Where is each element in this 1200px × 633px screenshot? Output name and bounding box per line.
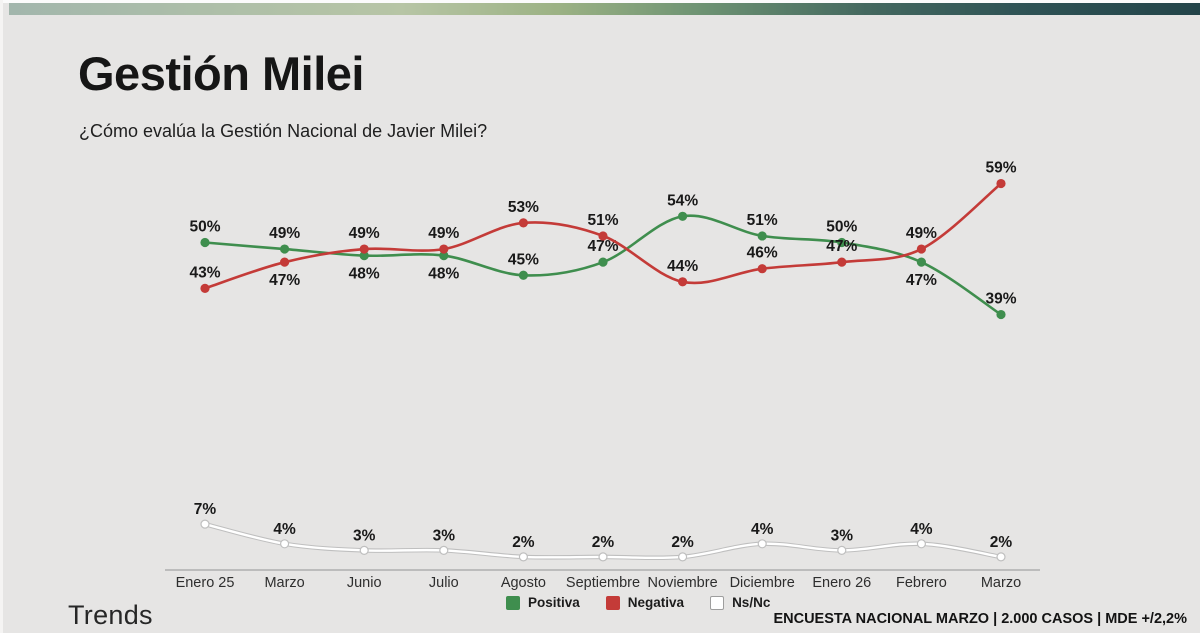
- nsnc-point: [598, 552, 608, 562]
- negativa-point: [677, 277, 688, 287]
- negativa-value-label: 49%: [428, 225, 459, 242]
- positiva-point: [598, 257, 608, 267]
- negativa-point: [837, 257, 847, 267]
- nsnc-value-label: 2%: [512, 534, 535, 551]
- nsnc-value-label: 3%: [831, 527, 854, 544]
- negativa-value-label: 43%: [189, 264, 220, 281]
- negativa-swatch-icon: [605, 595, 620, 610]
- x-axis-tick-label: Marzo: [264, 575, 304, 591]
- negativa-value-label: 49%: [906, 225, 937, 242]
- page-title: Gestión Milei: [78, 47, 365, 100]
- nsnc-value-label: 4%: [910, 521, 933, 538]
- chart-legend: Positiva Negativa Ns/Nc: [506, 595, 770, 610]
- positiva-point: [200, 237, 210, 248]
- nsnc-value-label: 4%: [751, 521, 774, 538]
- nsnc-point: [916, 539, 927, 549]
- positiva-point: [916, 257, 927, 267]
- x-axis-tick-label: Junio: [347, 575, 382, 591]
- positiva-value-label: 51%: [747, 212, 778, 229]
- survey-footnote: ENCUESTA NACIONAL MARZO | 2.000 CASOS | …: [773, 611, 1187, 627]
- legend-item-positiva: Positiva: [506, 595, 580, 610]
- negativa-value-label: 53%: [508, 199, 539, 216]
- top-white-strip: [0, 0, 1200, 3]
- legend-label-positiva: Positiva: [528, 595, 580, 610]
- nsnc-value-label: 3%: [353, 527, 376, 544]
- positiva-point: [996, 309, 1006, 320]
- negativa-value-label: 47%: [826, 238, 857, 255]
- nsnc-point: [518, 552, 529, 562]
- negativa-point: [518, 218, 529, 228]
- negativa-value-label: 47%: [269, 272, 300, 289]
- nsnc-value-label: 2%: [671, 534, 694, 551]
- negativa-value-label: 46%: [747, 245, 778, 262]
- positiva-value-label: 45%: [508, 251, 539, 268]
- negativa-value-label: 59%: [985, 160, 1016, 177]
- positiva-value-label: 39%: [985, 291, 1016, 308]
- negativa-point: [757, 264, 767, 274]
- positiva-value-label: 50%: [189, 219, 220, 236]
- negativa-point: [359, 244, 369, 254]
- nsnc-point: [280, 539, 290, 549]
- positiva-point: [757, 231, 767, 241]
- nsnc-value-label: 2%: [592, 534, 615, 551]
- positiva-value-label: 48%: [428, 266, 459, 283]
- nsnc-point: [996, 552, 1006, 562]
- positiva-value-label: 47%: [587, 238, 618, 255]
- x-axis-tick-label: Noviembre: [648, 575, 718, 591]
- x-axis-tick-label: Febrero: [896, 575, 947, 591]
- nsnc-swatch-icon: [710, 595, 725, 610]
- negativa-point: [200, 283, 210, 293]
- nsnc-point: [757, 539, 767, 549]
- negativa-point: [280, 257, 290, 267]
- legend-label-negativa: Negativa: [627, 595, 685, 610]
- nsnc-value-label: 7%: [194, 501, 217, 518]
- positiva-point: [677, 211, 688, 221]
- legend-label-nsnc: Ns/Nc: [732, 595, 771, 610]
- page-subtitle: ¿Cómo evalúa la Gestión Nacional de Javi…: [79, 121, 488, 141]
- nsnc-value-label: 3%: [433, 527, 456, 544]
- nsnc-point: [359, 545, 369, 555]
- left-edge-highlight: [0, 0, 3, 633]
- positiva-value-label: 48%: [349, 266, 380, 283]
- negativa-value-label: 44%: [667, 258, 698, 275]
- x-axis-tick-label: Septiembre: [566, 575, 640, 591]
- x-axis-tick-label: Diciembre: [730, 575, 795, 591]
- x-axis-tick-label: Enero 26: [812, 575, 871, 591]
- negativa-point: [996, 178, 1006, 189]
- positiva-value-label: 47%: [906, 272, 937, 289]
- positiva-point: [837, 237, 847, 248]
- positiva-point: [518, 270, 529, 280]
- nsnc-value-label: 2%: [990, 534, 1013, 551]
- nsnc-point: [837, 545, 847, 555]
- negativa-point: [598, 231, 608, 241]
- legend-item-negativa: Negativa: [605, 595, 685, 610]
- legend-item-nsnc: Ns/Nc: [710, 595, 770, 610]
- nsnc-point: [439, 545, 449, 555]
- x-axis-tick-label: Julio: [429, 575, 459, 591]
- negativa-point: [439, 244, 449, 254]
- top-gradient-bar: [9, 3, 1200, 15]
- nsnc-point: [200, 519, 210, 529]
- positiva-value-label: 54%: [667, 192, 698, 209]
- nsnc-value-label: 4%: [273, 521, 296, 538]
- nsnc-point: [677, 552, 688, 562]
- positiva-point: [280, 244, 290, 254]
- negativa-value-label: 49%: [349, 225, 380, 242]
- negativa-point: [916, 244, 927, 254]
- brand-logo: Trends: [68, 600, 153, 630]
- positiva-swatch-icon: [506, 595, 520, 610]
- positiva-value-label: 49%: [269, 225, 300, 242]
- x-axis-tick-label: Agosto: [501, 575, 546, 591]
- negativa-value-label: 51%: [587, 212, 618, 229]
- x-axis-tick-label: Marzo: [981, 575, 1021, 591]
- x-axis-tick-label: Enero 25: [176, 575, 235, 591]
- positiva-value-label: 50%: [826, 219, 857, 236]
